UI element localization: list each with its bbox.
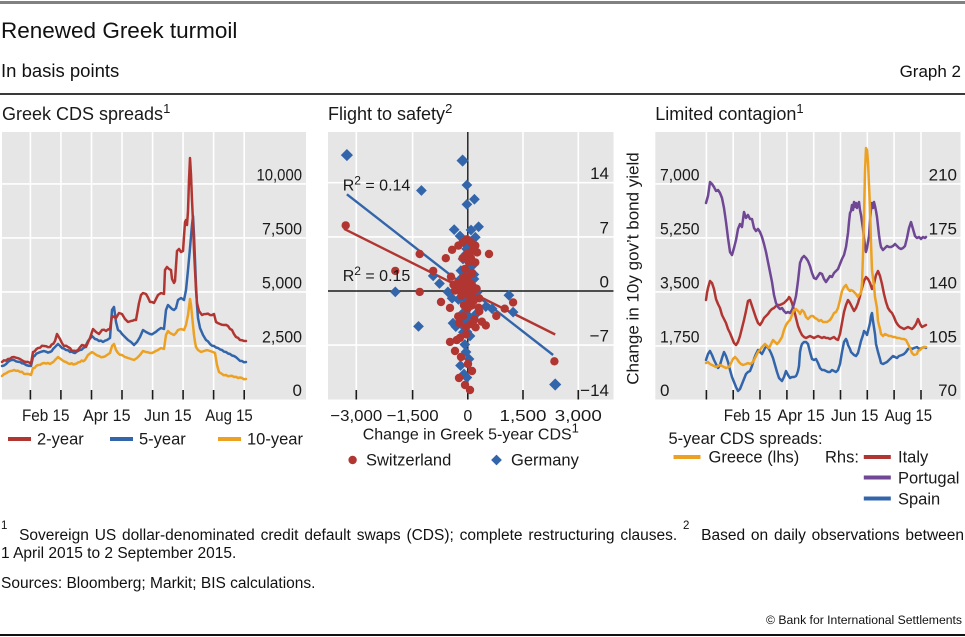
svg-text:R2 = 0.15: R2 = 0.15	[343, 264, 411, 285]
svg-text:Switzerland: Switzerland	[366, 452, 451, 470]
svg-text:Jun 15: Jun 15	[831, 406, 879, 425]
svg-text:Limited contagion1: Limited contagion1	[655, 101, 803, 124]
svg-text:7: 7	[600, 218, 609, 237]
svg-text:70: 70	[938, 381, 957, 400]
svg-text:7,000: 7,000	[660, 165, 700, 184]
svg-text:Aug 15: Aug 15	[205, 406, 253, 425]
svg-text:−1,500: −1,500	[387, 408, 439, 425]
svg-text:Aug 15: Aug 15	[885, 406, 933, 425]
svg-text:140: 140	[929, 273, 957, 292]
svg-text:3,000: 3,000	[555, 408, 602, 425]
svg-text:Change in 10y gov’t bond yiel: Change in 10y gov’t bond yield	[624, 152, 643, 385]
svg-text:−3,000: −3,000	[330, 408, 382, 425]
svg-text:10-year: 10-year	[247, 431, 303, 449]
svg-text:Spain: Spain	[898, 490, 940, 508]
svg-text:−14: −14	[580, 381, 609, 400]
svg-text:2-year: 2-year	[37, 431, 84, 449]
svg-text:175: 175	[929, 219, 957, 238]
svg-text:Germany: Germany	[511, 452, 580, 470]
svg-text:Greece (lhs): Greece (lhs)	[709, 449, 800, 467]
svg-text:R2 = 0.14: R2 = 0.14	[343, 174, 411, 195]
svg-text:Change in Greek 5-year CDS1: Change in Greek 5-year CDS1	[363, 421, 579, 444]
svg-text:5-year CDS spreads:: 5-year CDS spreads:	[669, 430, 823, 448]
svg-text:5-year: 5-year	[139, 431, 186, 449]
svg-text:7,500: 7,500	[262, 219, 302, 238]
svg-text:3,500: 3,500	[660, 273, 700, 292]
svg-text:0: 0	[293, 381, 302, 400]
svg-text:0: 0	[660, 381, 669, 400]
svg-text:Jun 15: Jun 15	[144, 406, 192, 425]
svg-text:105: 105	[929, 327, 957, 346]
svg-text:2,500: 2,500	[262, 327, 302, 346]
svg-text:Rhs:: Rhs:	[825, 449, 859, 467]
svg-text:−7: −7	[590, 327, 609, 346]
svg-text:Portugal: Portugal	[898, 469, 959, 487]
svg-text:10,000: 10,000	[257, 165, 303, 184]
svg-text:210: 210	[929, 165, 957, 184]
svg-text:Apr 15: Apr 15	[777, 406, 825, 425]
svg-text:1,750: 1,750	[660, 327, 700, 346]
svg-text:5,250: 5,250	[660, 219, 700, 238]
svg-text:Apr 15: Apr 15	[83, 406, 131, 425]
svg-text:5,000: 5,000	[262, 273, 302, 292]
svg-text:14: 14	[590, 164, 609, 183]
svg-text:1,500: 1,500	[500, 408, 547, 425]
svg-text:Greek CDS spreads1: Greek CDS spreads1	[2, 101, 170, 124]
svg-text:0: 0	[600, 273, 609, 292]
svg-text:Feb 15: Feb 15	[22, 406, 70, 425]
svg-text:0: 0	[463, 408, 472, 425]
svg-text:Italy: Italy	[898, 449, 929, 467]
svg-text:Feb 15: Feb 15	[724, 406, 772, 425]
svg-text:Flight to safety2: Flight to safety2	[328, 101, 452, 124]
